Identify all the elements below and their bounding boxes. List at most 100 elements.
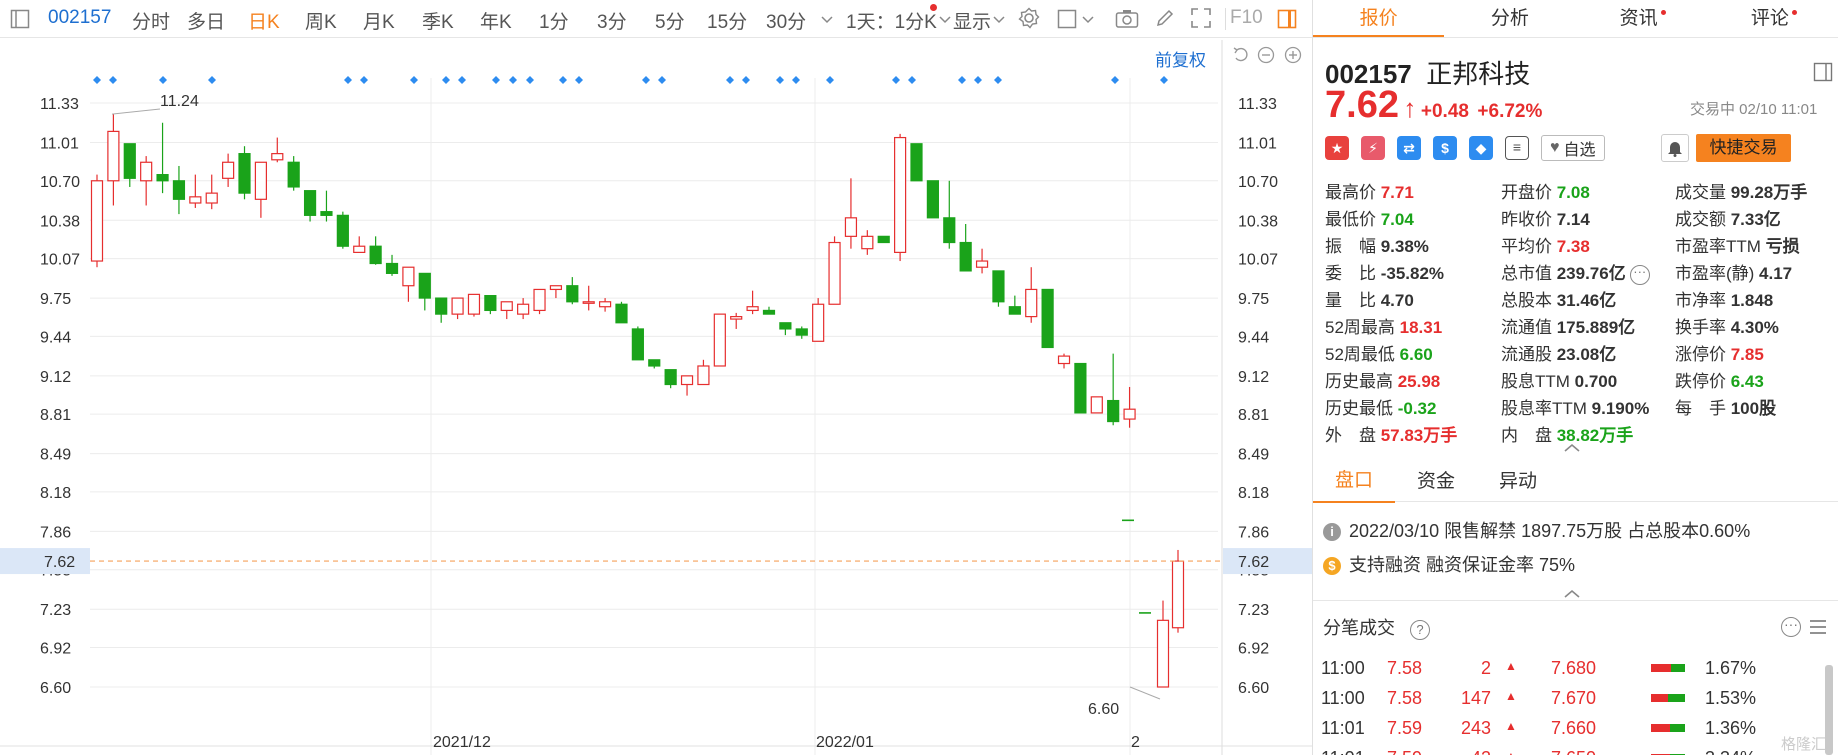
watermark: 格隆汇 — [1781, 736, 1827, 753]
quote-value: 57.83万手 — [1376, 426, 1458, 445]
quote-value: 1.848 — [1726, 291, 1774, 310]
note-icon[interactable]: ≡ — [1505, 136, 1529, 160]
ticks-scrollbar[interactable] — [1825, 665, 1833, 755]
max-leader-line — [111, 108, 161, 115]
period-30min[interactable]: 30分 — [766, 12, 807, 33]
candle-up — [812, 303, 825, 342]
quote-key: 流通股 — [1501, 345, 1552, 364]
quote-cell: 股息率TTM 9.190% — [1501, 394, 1649, 419]
alert-bell-icon[interactable] — [1661, 134, 1689, 162]
current-price: 7.62 — [1325, 84, 1399, 126]
candle-up — [517, 303, 530, 315]
f10-button[interactable]: F10 — [1230, 7, 1263, 28]
period-fenshi[interactable]: 分时 — [132, 12, 171, 33]
period-15min[interactable]: 15分 — [707, 12, 748, 33]
tab-quote[interactable]: 报价 — [1313, 0, 1445, 37]
reset-icon[interactable] — [1232, 46, 1250, 69]
more-dots-icon[interactable]: ··· — [1629, 264, 1650, 285]
quick-trade-button[interactable]: 快捷交易 — [1696, 134, 1791, 162]
shuffle-icon[interactable]: ⇄ — [1397, 136, 1421, 160]
tab-analysis[interactable]: 分析 — [1444, 0, 1575, 37]
price-tag-right-bg — [1223, 548, 1312, 575]
pen-icon[interactable] — [1154, 7, 1176, 29]
candle-up — [713, 313, 726, 367]
period-1min[interactable]: 1分 — [539, 12, 569, 33]
price-change: +0.48 — [1420, 101, 1469, 122]
help-icon[interactable]: ? — [1410, 620, 1431, 640]
tab-capital[interactable]: 资金 — [1417, 470, 1456, 492]
notice-margin: $ 支持融资 融资保证金率 75% — [1323, 551, 1575, 577]
y-tick-label-left: 6.60 — [40, 680, 71, 697]
period-5min[interactable]: 5分 — [655, 12, 685, 33]
x-date-label: 2 — [1131, 734, 1140, 751]
period-weekly-k[interactable]: 周K — [305, 12, 337, 33]
tick-time: 11:01 — [1321, 718, 1365, 738]
indicator-chevron-icon[interactable] — [1081, 9, 1095, 31]
quote-cell: 平均价 7.38 — [1501, 232, 1590, 257]
more-dots-icon[interactable]: ··· — [1781, 617, 1801, 637]
period-daily-k[interactable]: 日K — [248, 12, 280, 33]
y-tick-label-right: 8.49 — [1238, 447, 1269, 464]
event-marker-icon — [726, 76, 734, 84]
fullscreen-icon[interactable] — [1190, 7, 1212, 29]
panel-toggle-icon[interactable] — [10, 8, 30, 30]
quote-key: 最低价 — [1325, 210, 1376, 229]
china-flag-icon[interactable]: ★ — [1325, 136, 1349, 160]
quote-value: 25.98 — [1393, 372, 1441, 391]
period-yearly-k[interactable]: 年K — [480, 12, 512, 33]
quote-key: 成交量 — [1675, 183, 1726, 202]
dollar-icon[interactable]: $ — [1433, 136, 1457, 160]
kline-chart[interactable]: 11.33 11.33 11.01 11.01 10.70 10.70 10.38 10.38… — [0, 38, 1312, 755]
comments-dot — [1791, 10, 1797, 15]
candle-up — [1156, 619, 1170, 688]
y-tick-label-left: 8.49 — [40, 447, 71, 464]
tab-order-book[interactable]: 盘口 — [1313, 461, 1396, 503]
y-tick-label-right: 8.81 — [1238, 407, 1269, 424]
panel-collapse-icon[interactable] — [1813, 62, 1833, 87]
flash-icon[interactable]: ⚡ — [1361, 136, 1385, 160]
notices-chevron-icon[interactable] — [1563, 586, 1581, 604]
candle-down — [762, 309, 776, 315]
tab-comments[interactable]: 评论 — [1707, 0, 1838, 37]
event-marker-icon — [908, 76, 916, 84]
event-marker-icon — [344, 76, 352, 84]
indicator-square-icon[interactable] — [1057, 8, 1077, 30]
interval-chevron-icon[interactable] — [938, 9, 952, 31]
period-duori[interactable]: 多日 — [187, 12, 226, 33]
settings-gear-icon[interactable] — [1018, 7, 1040, 29]
tab-alerts[interactable]: 异动 — [1499, 470, 1538, 492]
period-quarterly-k[interactable]: 季K — [422, 12, 454, 33]
list-view-icon[interactable] — [1809, 618, 1827, 641]
collapse-up-chevron-icon[interactable] — [1563, 440, 1581, 458]
adjust-mode-button[interactable]: 前复权 — [1155, 51, 1206, 70]
tick-time: 11:01 — [1321, 743, 1365, 755]
quote-key: 总股本 — [1501, 291, 1552, 310]
stock-code: 002157 — [1325, 59, 1412, 89]
quote-cell: 昨收价 7.14 — [1501, 205, 1590, 230]
quote-key: 涨停价 — [1675, 345, 1726, 364]
candle-down — [615, 303, 628, 324]
stock-code-label[interactable]: 002157 — [48, 7, 112, 28]
tick-pct: 3.34% — [1705, 743, 1756, 755]
tab-analysis-label: 分析 — [1490, 8, 1529, 29]
tick-row: 11:01 7.59 42 ▲ 7.650 3.34% — [1313, 743, 1823, 755]
period-more-chevron-icon[interactable] — [820, 9, 834, 31]
quote-cell: 开盘价 7.08 — [1501, 178, 1590, 203]
zoom-out-icon[interactable] — [1257, 46, 1275, 69]
camera-icon[interactable] — [1115, 8, 1139, 30]
tag-icon[interactable]: ◆ — [1469, 136, 1493, 160]
display-select[interactable]: 显示 — [953, 12, 992, 33]
quote-key: 总市值 — [1501, 264, 1552, 283]
period-3min[interactable]: 3分 — [597, 12, 627, 33]
display-chevron-icon[interactable] — [992, 9, 1006, 31]
period-monthly-k[interactable]: 月K — [363, 12, 395, 33]
quote-key: 开盘价 — [1501, 183, 1552, 202]
interval-select[interactable]: 1天：1分K — [846, 12, 937, 33]
zoom-in-icon[interactable] — [1284, 46, 1302, 69]
tab-news[interactable]: 资讯 — [1576, 0, 1707, 37]
watchlist-button[interactable]: ♥ 自选 — [1541, 135, 1605, 161]
ticks-title: 分笔成交 — [1323, 618, 1395, 638]
event-marker-icon — [208, 76, 216, 84]
candle-up — [205, 192, 218, 204]
side-panel-toggle-icon[interactable] — [1277, 8, 1297, 30]
